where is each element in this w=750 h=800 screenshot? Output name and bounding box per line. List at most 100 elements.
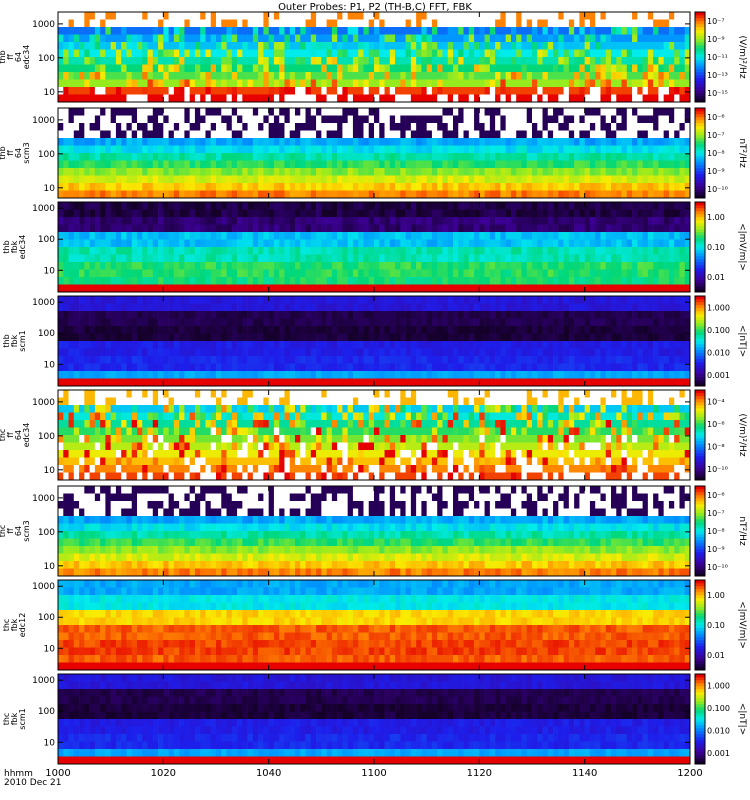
xtick-1100: 1100 — [361, 768, 386, 779]
panel-5-cbtick: 10⁻¹⁰ — [707, 465, 728, 474]
panel-7-cbtick: 1.00 — [707, 591, 725, 600]
x-footer-line-2: 2010 Dec 21 — [4, 778, 62, 788]
xtick-1040: 1040 — [256, 768, 281, 779]
panel-8-cbtick: 1.000 — [707, 681, 730, 690]
panel-5: 10 100 1000 thc ff 64 edc34 10⁻¹⁰ 10⁻⁸ 10⁻⁶ 10⁻⁴ (V… — [0, 389, 747, 481]
panel-2-cbtick: 10⁻¹⁰ — [707, 185, 728, 194]
svg-text:ff: ff — [6, 150, 15, 156]
panel-3-cbtick: 0.01 — [707, 273, 725, 282]
panel-6-ytick-100: 100 — [38, 528, 55, 538]
panel-7-cbtick: 0.10 — [707, 621, 725, 630]
panel-4-cbtick: 0.010 — [707, 348, 730, 357]
panel-1-colorbar: 10⁻¹⁵ 10⁻¹³ 10⁻¹¹ 10⁻⁹ 10⁻⁷ (V/m)²/Hz — [694, 11, 747, 103]
panel-2-ytick-100: 100 — [38, 150, 55, 160]
panel-1-cbtick: 10⁻¹⁵ — [707, 89, 728, 98]
svg-text:thb: thb — [0, 146, 7, 159]
panel-5-ytick-100: 100 — [38, 432, 55, 442]
panel-8-cbtick: 0.001 — [707, 749, 730, 758]
panel-3-ylabel: thb fbk edc34 — [2, 235, 27, 260]
panel-3-ytick-100: 100 — [38, 235, 55, 245]
panel-8-ytick-100: 100 — [38, 707, 55, 717]
panel-2-ytick-10: 10 — [44, 184, 56, 194]
panel-7: 10 100 1000 thc fbk edc12 0.01 0.10 1.00 <|mV/m|> — [2, 579, 747, 671]
panel-8-heatmap — [58, 674, 691, 765]
svg-text:edc34: edc34 — [22, 45, 31, 70]
svg-text:thb: thb — [0, 50, 7, 63]
panel-7-ylabel: thc fbk edc12 — [2, 613, 27, 638]
panel-5-heatmap — [58, 390, 691, 481]
panel-5-cbunit: (V/m)²/Hz — [737, 413, 747, 456]
panel-6-ylabel: thc ff 64 scm3 — [0, 520, 31, 541]
svg-text:64: 64 — [14, 148, 23, 158]
panel-8-ytick-1000: 1000 — [32, 676, 55, 686]
xtick-1120: 1120 — [467, 768, 492, 779]
panel-5-ylabel: thc ff 64 edc34 — [0, 423, 31, 448]
svg-text:scm3: scm3 — [22, 142, 31, 163]
svg-text:ff: ff — [6, 54, 15, 60]
panel-8-cbunit: <|nT|> — [737, 703, 747, 735]
panel-4-cbtick: 0.001 — [707, 371, 730, 380]
panel-7-ytick-1000: 1000 — [32, 582, 55, 592]
panel-1-ytick-100: 100 — [38, 54, 55, 64]
panel-6-heatmap — [58, 486, 691, 577]
panel-7-ytick-100: 100 — [38, 613, 55, 623]
panel-6-ytick-1000: 1000 — [32, 494, 55, 504]
panel-8-ylabel: thc fbk scm1 — [2, 708, 27, 729]
panel-4-ytick-1000: 1000 — [32, 298, 55, 308]
xtick-1140: 1140 — [572, 768, 597, 779]
panel-5-cbtick: 10⁻⁴ — [707, 397, 725, 406]
panel-7-cbtick: 0.01 — [707, 651, 725, 660]
panel-6-cbtick: 10⁻⁷ — [707, 509, 725, 518]
panel-6-cbunit: nT²/Hz — [737, 516, 747, 546]
panel-3-ytick-1000: 1000 — [32, 204, 55, 214]
panel-3-cbtick: 0.10 — [707, 243, 725, 252]
panel-5-cbtick: 10⁻⁸ — [707, 442, 725, 451]
panel-2-cbtick: 10⁻⁸ — [707, 149, 725, 158]
panel-1-cbtick: 10⁻¹³ — [707, 71, 728, 80]
panel-4-cbtick: 0.100 — [707, 326, 730, 335]
panel-8-ytick-10: 10 — [44, 738, 56, 748]
panel-8-cbtick: 0.010 — [707, 726, 730, 735]
panel-1-cbtick: 10⁻¹¹ — [707, 53, 728, 62]
panel-4-ytick-10: 10 — [44, 360, 56, 370]
panel-7-colorbar: 0.01 0.10 1.00 <|mV/m|> — [694, 579, 747, 671]
xtick-1200: 1200 — [677, 768, 702, 779]
panel-4-ylabel: thb fbk scm1 — [2, 330, 27, 351]
panel-6-cbtick: 10⁻⁹ — [707, 545, 725, 554]
panel-1-ylabel: thb ff 64 edc34 — [0, 45, 31, 70]
svg-text:fbk: fbk — [10, 240, 19, 253]
svg-text:64: 64 — [14, 52, 23, 62]
panel-1-cbtick: 10⁻⁹ — [707, 35, 725, 44]
panel-4-cbunit: <|nT|> — [737, 325, 747, 357]
panel-7-heatmap — [58, 580, 691, 671]
panel-4: 10 100 1000 thb fbk scm1 0.001 0.010 0.100 1.000 <… — [2, 295, 747, 387]
panel-2-heatmap — [58, 108, 691, 199]
panel-2-ytick-1000: 1000 — [32, 116, 55, 126]
xtick-1020: 1020 — [151, 768, 176, 779]
panel-1-cbunit: (V/m)²/Hz — [737, 35, 747, 78]
panel-6-ytick-10: 10 — [44, 562, 56, 572]
panel-3: 10 100 1000 thb fbk edc34 0.01 0.10 1.00 <|mV/m|> — [2, 201, 747, 293]
panel-8-colorbar: 0.001 0.010 0.100 1.000 <|nT|> — [694, 673, 747, 765]
panel-3-cbtick: 1.00 — [707, 213, 725, 222]
panel-5-ytick-1000: 1000 — [32, 398, 55, 408]
panel-7-ytick-10: 10 — [44, 644, 56, 654]
panel-3-cbunit: <|mV/m|> — [737, 223, 747, 271]
panel-6-cbtick: 10⁻⁶ — [707, 491, 725, 500]
panel-8-cbtick: 0.100 — [707, 704, 730, 713]
panel-1: 10 100 1000 thb ff 64 edc34 10⁻¹⁵ 10⁻¹³ 10⁻¹¹ 10⁻⁹… — [0, 11, 747, 103]
panel-5-cbtick: 10⁻⁶ — [707, 420, 725, 429]
panel-2-colorbar: 10⁻¹⁰ 10⁻⁹ 10⁻⁸ 10⁻⁷ 10⁻⁶ nT²/Hz — [694, 107, 747, 199]
panel-5-colorbar: 10⁻¹⁰ 10⁻⁸ 10⁻⁶ 10⁻⁴ (V/m)²/Hz — [694, 389, 747, 481]
panel-2-ylabel: thb ff 64 scm3 — [0, 142, 31, 163]
panel-2-cbtick: 10⁻⁹ — [707, 167, 725, 176]
panel-6-cbtick: 10⁻¹⁰ — [707, 563, 728, 572]
chart-title: Outer Probes: P1, P2 (TH-B,C) FFT, FBK — [278, 2, 472, 13]
panel-4-cbtick: 1.000 — [707, 303, 730, 312]
x-footer-line-1: hhmm — [4, 769, 33, 779]
panel-5-ytick-10: 10 — [44, 466, 56, 476]
